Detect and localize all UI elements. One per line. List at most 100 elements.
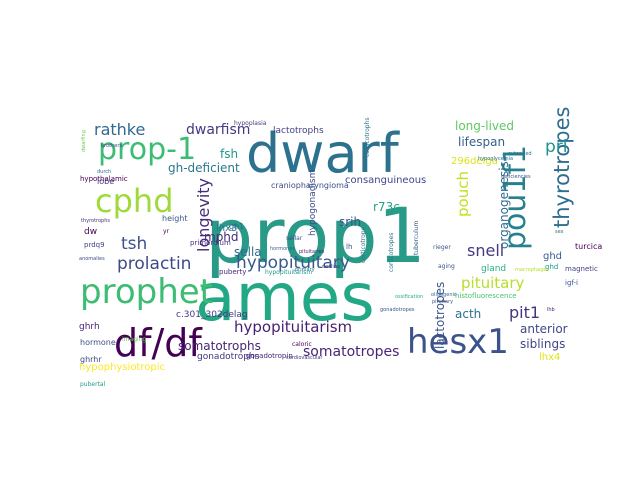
cloud-word: lhx4 [539, 352, 560, 363]
cloud-word: hesx1 [407, 322, 509, 362]
cloud-word: ames [195, 259, 375, 336]
cloud-word: hypopituitary [236, 253, 350, 273]
cloud-word: craniopharyngioma [271, 181, 349, 190]
cloud-word: sella [234, 245, 262, 259]
cloud-word: corticotrophs [364, 117, 371, 157]
cloud-word: brothers [101, 143, 122, 149]
cloud-word: corticotropes [388, 233, 395, 272]
cloud-word: longevity [194, 178, 213, 252]
cloud-word: macrophages [515, 267, 549, 273]
cloud-word: snell [467, 241, 504, 260]
cloud-word: caloric [292, 341, 312, 348]
cloud-word: somatotrophs [178, 339, 261, 353]
cloud-word: lhb [547, 307, 555, 313]
cloud-word: pouch [454, 171, 472, 217]
cloud-word: hypoglycemia [478, 156, 513, 162]
cloud-word: hypopituitarism [265, 269, 312, 276]
cloud-word: dwarf [246, 122, 401, 185]
cloud-word: prdq9 [84, 241, 105, 249]
cloud-word: siblings [520, 337, 565, 351]
cloud-word: rieger [433, 244, 451, 251]
cloud-word: hormones [270, 246, 295, 252]
cloud-word: pit1 [509, 303, 540, 322]
cloud-word: pituitary [432, 299, 453, 305]
cloud-word: cardiovascular [286, 355, 323, 361]
cloud-word: somatotropes [303, 344, 399, 360]
cloud-word: anomalies [79, 256, 105, 262]
cloud-word: pituitaries [299, 249, 325, 255]
cloud-word: decline [322, 264, 340, 270]
cloud-word: gland [481, 264, 506, 274]
cloud-word: dwarfism [186, 122, 250, 138]
cloud-word: lactotropes [433, 282, 447, 349]
cloud-word: hypopituitarism [234, 318, 352, 336]
cloud-word: acth [455, 307, 481, 321]
cloud-word: corticotrope [360, 226, 367, 263]
cloud-word: tsh [121, 234, 147, 254]
cloud-word: hypogonadism [308, 170, 318, 236]
cloud-word: prop1 [205, 191, 426, 280]
cloud-word: turcica [575, 242, 602, 251]
cloud-word: prolactin [117, 254, 191, 274]
cloud-word: hypoplasia [234, 120, 267, 127]
cloud-word: prop-1 [98, 132, 196, 167]
cloud-word: lactotrophs [273, 126, 324, 136]
cloud-word: long-lived [455, 119, 514, 133]
cloud-word: ghrhr [80, 355, 102, 364]
cloud-word: deficiencies [501, 174, 531, 180]
cloud-word: thyrotrophs [81, 218, 110, 224]
cloud-word: mphd [204, 230, 239, 244]
cloud-word: prophet [80, 272, 213, 312]
cloud-word: oligogenic [431, 292, 457, 298]
cloud-word: ghd [545, 263, 558, 271]
cloud-word: extended [508, 151, 532, 157]
cloud-word: magnetic [565, 265, 598, 273]
cloud-word: prl [545, 137, 568, 157]
cloud-word: hypophysiotropic [79, 362, 165, 373]
cloud-word: height [162, 214, 188, 223]
cloud-word: hypothalamic [80, 175, 128, 183]
cloud-word: yr [163, 228, 170, 235]
cloud-word: c.301_302delag [176, 310, 248, 320]
cloud-word: puberty [219, 268, 246, 276]
cloud-word: fsh [220, 147, 238, 161]
cloud-word: lhx3 [216, 223, 237, 234]
cloud-word: lobe [97, 177, 114, 186]
cloud-word: ossification [395, 294, 423, 300]
cloud-word: dw [84, 227, 97, 237]
cloud-word: ghrh [79, 322, 100, 332]
cloud-word: ghd [543, 251, 562, 262]
cloud-word: durch [97, 169, 111, 175]
cloud-word: gonadotropes [380, 307, 415, 313]
cloud-word: tuberculum [413, 220, 420, 255]
cloud-word: primordium [190, 239, 231, 247]
cloud-word: srih [339, 215, 361, 229]
cloud-word: gh-deficient [168, 161, 240, 175]
cloud-word: sex [555, 229, 564, 235]
cloud-word: dwarfing [81, 130, 87, 152]
cloud-word: sellar [286, 235, 303, 242]
cloud-word: rathke [94, 120, 145, 139]
cloud-word: aging [438, 263, 455, 270]
cloud-word: consanguineous [345, 175, 426, 186]
cloud-word: anterior [520, 322, 568, 336]
cloud-word: 296delga [451, 156, 498, 167]
cloud-word: df/df [114, 321, 203, 365]
cloud-word: pituitary [461, 274, 524, 292]
cloud-word: organogenesis [497, 161, 511, 249]
cloud-word: primary [295, 267, 315, 273]
cloud-word: gonadotropin [246, 352, 293, 360]
cloud-word: imaging [122, 336, 146, 343]
cloud-word: r73c [373, 200, 400, 214]
cloud-word: pubertal [80, 381, 106, 388]
cloud-word: gonadotrophs [197, 352, 260, 362]
cloud-word: thyrotropes [550, 107, 574, 228]
cloud-word: cphd [95, 182, 174, 220]
cloud-word: histofluorescence [455, 292, 517, 300]
cloud-word: lifespan [458, 135, 505, 149]
cloud-word: igf-i [565, 279, 578, 287]
cloud-word: gh1 [229, 222, 244, 231]
cloud-word: pou1f1 [498, 145, 533, 250]
